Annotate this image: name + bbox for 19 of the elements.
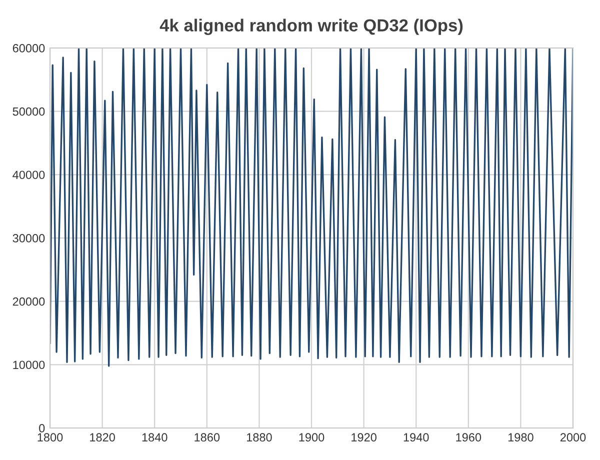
x-tick-label: 1860 <box>194 433 220 442</box>
x-tick-label: 1900 <box>299 433 324 442</box>
y-tick-label: 40000 <box>12 170 45 180</box>
x-tick-label: 1840 <box>142 433 168 442</box>
y-tick-label: 0 <box>39 424 45 432</box>
x-tick-label: 1880 <box>246 433 272 442</box>
x-tick-label: 1980 <box>508 433 534 442</box>
x-tick-label: 2000 <box>560 433 586 442</box>
y-tick-label: 60000 <box>12 44 45 52</box>
chart-title: 4k aligned random write QD32 (IOps) <box>160 18 463 36</box>
x-tick-label: 1960 <box>456 433 482 442</box>
y-tick-label: 10000 <box>13 360 45 370</box>
x-tick-label: 1800 <box>38 433 63 442</box>
y-tick-label: 50000 <box>12 107 45 116</box>
x-tick-label: 1920 <box>352 433 376 442</box>
y-tick-label: 30000 <box>12 234 45 242</box>
x-tick-label: 1820 <box>90 433 115 442</box>
x-tick-label: 1940 <box>404 433 429 442</box>
y-tick-label: 20000 <box>12 297 45 306</box>
